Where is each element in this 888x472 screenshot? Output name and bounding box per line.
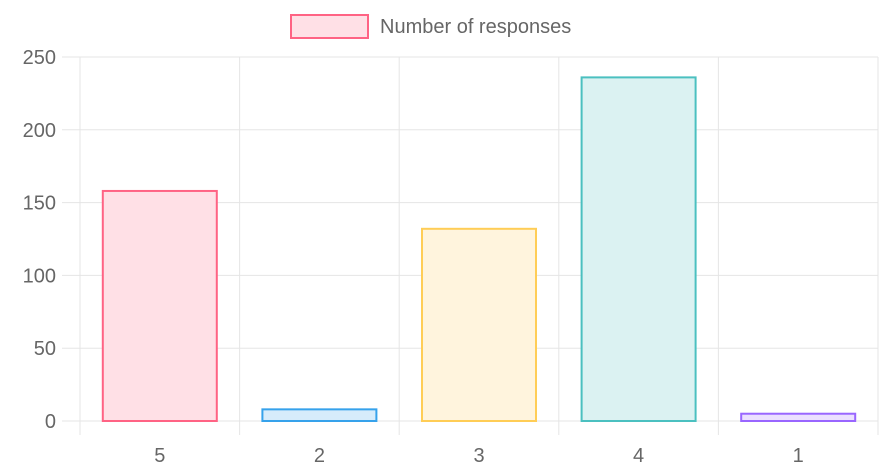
legend-label[interactable]: Number of responses	[380, 16, 571, 38]
bar-5[interactable]	[101, 189, 218, 422]
y-tick-label: 250	[23, 47, 56, 69]
x-tick-label: 3	[473, 445, 484, 467]
legend[interactable]: Number of responses	[290, 14, 571, 39]
bar-4[interactable]	[580, 76, 697, 422]
y-tick-label: 0	[45, 411, 56, 433]
y-tick-label: 100	[23, 265, 56, 287]
x-axis-ticks: 5 2 3 4 1	[154, 445, 804, 467]
x-tick-label: 5	[154, 445, 165, 467]
y-tick-label: 200	[23, 120, 56, 142]
y-tick-label: 50	[34, 338, 56, 360]
bars	[101, 76, 857, 423]
x-tick-label: 2	[314, 445, 325, 467]
legend-swatch[interactable]	[290, 14, 369, 39]
y-axis-ticks: 0 50 100 150 200 250	[23, 47, 56, 433]
y-tick-label: 150	[23, 193, 56, 215]
x-tick-label: 1	[793, 445, 804, 467]
x-tick-label: 4	[633, 445, 644, 467]
bar-1[interactable]	[740, 412, 857, 423]
bar-2[interactable]	[261, 408, 378, 422]
bar-3[interactable]	[421, 227, 537, 422]
